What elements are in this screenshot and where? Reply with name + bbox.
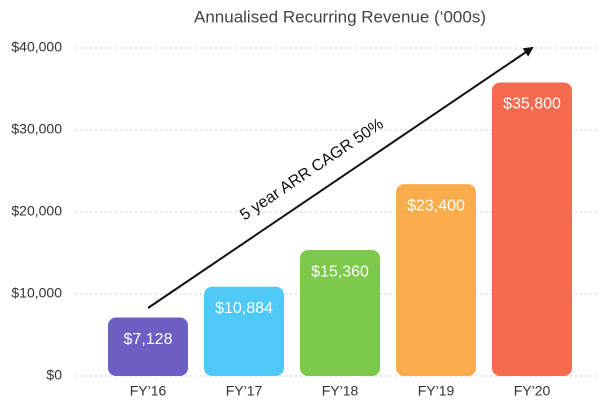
- bar: [492, 82, 572, 376]
- y-tick-label: $20,000: [11, 203, 62, 219]
- bar: [300, 250, 380, 376]
- annotation: 5 year ARR CAGR 50%: [237, 115, 387, 224]
- y-tick-label: $10,000: [11, 285, 62, 301]
- bar: [108, 317, 188, 376]
- value-label: $35,800: [503, 96, 561, 113]
- x-tick-label: FY’20: [514, 383, 551, 399]
- value-label: $23,400: [407, 197, 465, 214]
- chart-title: Annualised Recurring Revenue (‘000s): [194, 7, 486, 26]
- y-tick-label: $40,000: [11, 39, 62, 55]
- x-tick-label: FY’19: [418, 383, 455, 399]
- value-label: $10,884: [215, 300, 273, 317]
- x-tick-label: FY’17: [226, 383, 263, 399]
- y-tick-label: $0: [46, 367, 62, 383]
- trend-arrow: [147, 46, 534, 309]
- y-tick-label: $30,000: [11, 121, 62, 137]
- x-tick-label: FY’18: [322, 383, 359, 399]
- value-label: $7,128: [124, 331, 173, 348]
- x-tick-label: FY’16: [130, 383, 167, 399]
- value-label: $15,360: [311, 263, 369, 280]
- bar: [396, 184, 476, 376]
- bar: [204, 286, 284, 376]
